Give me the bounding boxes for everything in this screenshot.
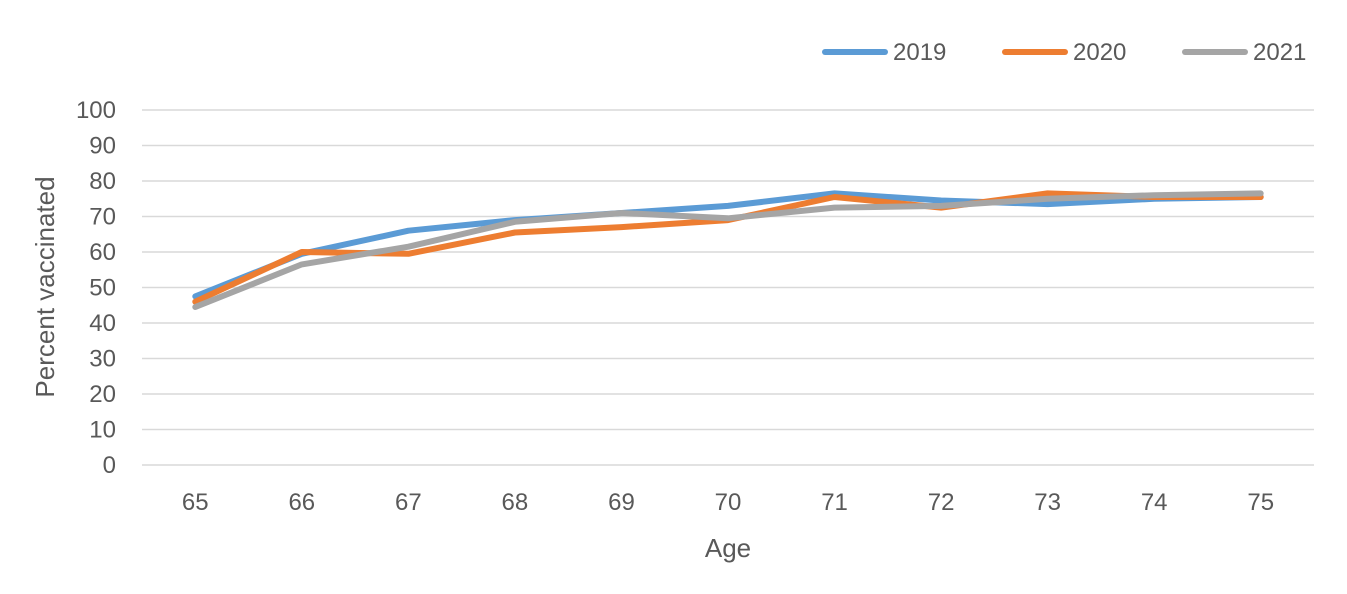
y-axis-title: Percent vaccinated xyxy=(30,176,60,397)
x-tick-label: 67 xyxy=(395,489,422,516)
legend: 2019 2020 2021 xyxy=(822,39,1306,66)
y-axis-tick-labels: 0 10 20 30 40 50 60 70 80 90 100 xyxy=(76,97,116,479)
series-line-2021 xyxy=(192,190,1264,310)
series-line-2019 xyxy=(192,190,1264,300)
x-tick-label: 71 xyxy=(821,489,848,516)
y-tick-label: 10 xyxy=(89,417,116,444)
series-lines xyxy=(192,190,1264,310)
legend-item-2021: 2021 xyxy=(1182,39,1306,66)
x-tick-label: 66 xyxy=(288,489,315,516)
x-tick-label: 65 xyxy=(182,489,209,516)
y-tick-label: 40 xyxy=(89,310,116,337)
legend-item-2019: 2019 xyxy=(822,39,946,66)
legend-item-2020: 2020 xyxy=(1002,39,1126,66)
y-tick-label: 50 xyxy=(89,275,116,302)
y-tick-label: 80 xyxy=(89,168,116,195)
x-tick-label: 70 xyxy=(715,489,742,516)
y-tick-label: 90 xyxy=(89,133,116,160)
x-axis-tick-labels: 65 66 67 68 69 70 71 72 73 74 75 xyxy=(182,489,1274,516)
y-tick-label: 30 xyxy=(89,346,116,373)
x-tick-label: 72 xyxy=(928,489,955,516)
x-tick-label: 73 xyxy=(1034,489,1061,516)
series-line-2020 xyxy=(192,190,1264,305)
y-tick-label: 20 xyxy=(89,381,116,408)
legend-label: 2020 xyxy=(1073,39,1126,66)
x-tick-label: 69 xyxy=(608,489,635,516)
x-tick-label: 68 xyxy=(502,489,529,516)
x-tick-label: 75 xyxy=(1247,489,1274,516)
y-tick-label: 100 xyxy=(76,97,116,124)
y-tick-label: 70 xyxy=(89,204,116,231)
y-tick-label: 60 xyxy=(89,239,116,266)
y-tick-label: 0 xyxy=(103,452,116,479)
gridlines xyxy=(142,109,1314,466)
x-tick-label: 74 xyxy=(1141,489,1168,516)
legend-label: 2021 xyxy=(1253,39,1306,66)
x-axis-title: Age xyxy=(705,533,751,563)
legend-label: 2019 xyxy=(893,39,946,66)
